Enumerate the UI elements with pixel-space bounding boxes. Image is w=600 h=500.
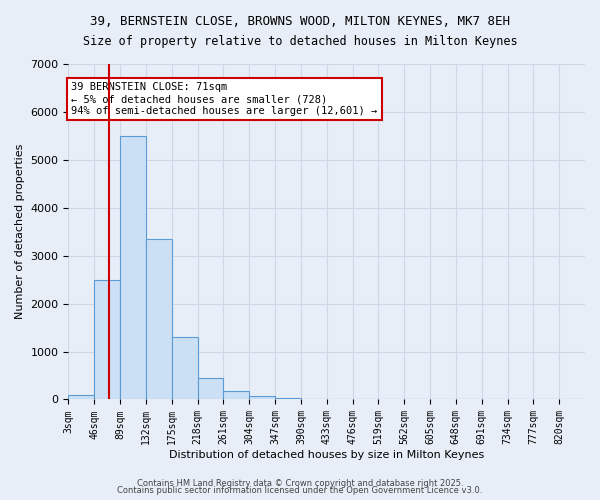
Bar [275,398,301,400]
Y-axis label: Number of detached properties: Number of detached properties [15,144,25,320]
Bar [94,280,120,400]
Text: 39, BERNSTEIN CLOSE, BROWNS WOOD, MILTON KEYNES, MK7 8EH: 39, BERNSTEIN CLOSE, BROWNS WOOD, MILTON… [90,15,510,28]
Bar [68,394,94,400]
Bar [120,136,146,400]
Text: Contains HM Land Registry data © Crown copyright and database right 2025.: Contains HM Land Registry data © Crown c… [137,478,463,488]
X-axis label: Distribution of detached houses by size in Milton Keynes: Distribution of detached houses by size … [169,450,484,460]
Text: 39 BERNSTEIN CLOSE: 71sqm
← 5% of detached houses are smaller (728)
94% of semi-: 39 BERNSTEIN CLOSE: 71sqm ← 5% of detach… [71,82,377,116]
Bar [172,337,197,400]
Text: Contains public sector information licensed under the Open Government Licence v3: Contains public sector information licen… [118,486,482,495]
Text: Size of property relative to detached houses in Milton Keynes: Size of property relative to detached ho… [83,35,517,48]
Bar [197,378,223,400]
Bar [146,239,172,400]
Bar [223,391,249,400]
Bar [249,396,275,400]
